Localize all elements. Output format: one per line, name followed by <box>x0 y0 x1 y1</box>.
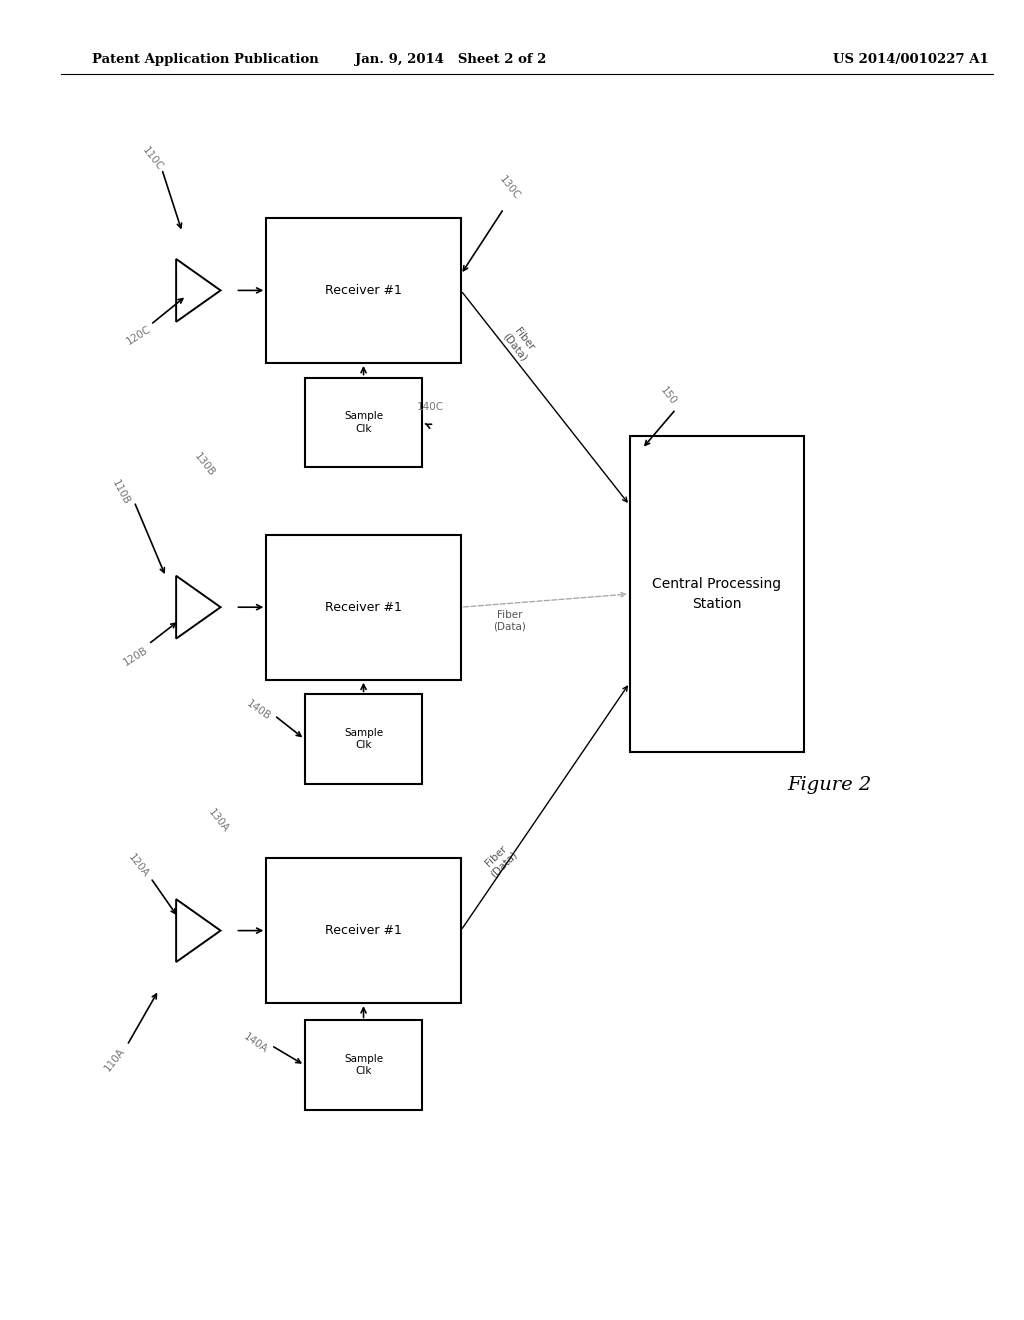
FancyBboxPatch shape <box>266 218 461 363</box>
FancyBboxPatch shape <box>305 1020 422 1110</box>
Text: Patent Application Publication: Patent Application Publication <box>92 53 318 66</box>
Text: 110C: 110C <box>140 145 165 172</box>
FancyBboxPatch shape <box>266 535 461 680</box>
Text: Receiver #1: Receiver #1 <box>325 924 402 937</box>
Text: 130C: 130C <box>498 174 522 201</box>
Text: Jan. 9, 2014   Sheet 2 of 2: Jan. 9, 2014 Sheet 2 of 2 <box>355 53 546 66</box>
FancyBboxPatch shape <box>630 436 804 752</box>
Text: Fiber
(Data): Fiber (Data) <box>480 841 519 880</box>
Text: 150: 150 <box>658 385 679 407</box>
Text: Receiver #1: Receiver #1 <box>325 284 402 297</box>
Text: 120C: 120C <box>124 323 153 347</box>
Text: Figure 2: Figure 2 <box>787 776 871 795</box>
FancyBboxPatch shape <box>266 858 461 1003</box>
Text: 140A: 140A <box>242 1031 270 1055</box>
Text: 120A: 120A <box>126 853 151 879</box>
FancyBboxPatch shape <box>305 694 422 784</box>
Text: 140C: 140C <box>417 401 443 412</box>
Text: 130B: 130B <box>193 451 217 478</box>
Text: 110B: 110B <box>111 478 131 507</box>
Text: Fiber
(Data): Fiber (Data) <box>501 323 538 363</box>
Text: 120B: 120B <box>121 644 150 668</box>
Text: 130A: 130A <box>206 808 230 834</box>
Text: Sample
Clk: Sample Clk <box>344 729 383 750</box>
Text: Sample
Clk: Sample Clk <box>344 1055 383 1076</box>
Text: Fiber
(Data): Fiber (Data) <box>494 610 526 631</box>
Text: 140B: 140B <box>244 698 272 722</box>
Text: US 2014/0010227 A1: US 2014/0010227 A1 <box>834 53 989 66</box>
Text: 110A: 110A <box>102 1047 127 1073</box>
Text: Central Processing
Station: Central Processing Station <box>652 577 781 611</box>
FancyBboxPatch shape <box>305 378 422 467</box>
Text: Sample
Clk: Sample Clk <box>344 412 383 433</box>
Text: Receiver #1: Receiver #1 <box>325 601 402 614</box>
